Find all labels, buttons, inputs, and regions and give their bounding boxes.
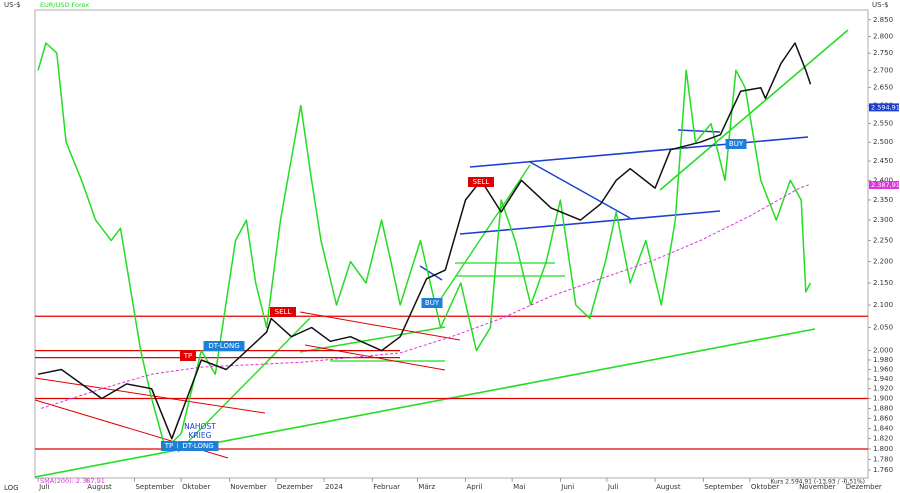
y-tick-label: 2.500 <box>873 138 893 146</box>
legend-entry: SMA(200): 2.387,91 <box>40 477 105 485</box>
event-label: NAHOST <box>184 422 216 431</box>
x-tick-label: Februar <box>373 483 400 491</box>
x-tick-label: März <box>418 483 435 491</box>
y-tick-label: 2.050 <box>873 324 893 332</box>
annotation-box <box>725 139 747 149</box>
annotation-label: TP <box>183 352 193 360</box>
y-tick-label: 1.960 <box>873 365 893 373</box>
y-tick-label: 1.900 <box>873 395 893 403</box>
status-text: Kurs 2.594,91 (-13,93 / -0,51%) <box>770 479 865 486</box>
annotation-label: SELL <box>275 308 292 316</box>
trend-line <box>419 265 443 281</box>
x-tick-label: September <box>704 483 743 491</box>
y-tick-label: 2.650 <box>873 84 893 92</box>
x-tick-label: Oktober <box>751 483 779 491</box>
annotation-label: BUY <box>425 299 440 307</box>
trend-line <box>299 326 446 353</box>
x-tick-label: September <box>135 483 174 491</box>
y-tick-label: 2.450 <box>873 157 893 165</box>
y-tick-label: 2.150 <box>873 279 893 287</box>
x-tick-label: Mai <box>513 483 525 491</box>
x-tick-label: Oktober <box>182 483 210 491</box>
y-tick-label: 2.000 <box>873 347 893 355</box>
y-tick-label: 1.820 <box>873 435 893 443</box>
y-tick-label: 1.760 <box>873 466 893 474</box>
x-tick-label: 2024 <box>325 483 343 491</box>
y-tick-label: 1.980 <box>873 356 893 364</box>
x-tick-label: April <box>466 483 482 491</box>
y-tick-label: 2.700 <box>873 66 893 74</box>
value-marker-label: 2.387,91 <box>871 181 900 189</box>
x-tick-label: August <box>656 483 681 491</box>
annotation-label: DT-LONG <box>182 442 213 450</box>
x-tick-label: November <box>799 483 836 491</box>
y-tick-label: 2.200 <box>873 258 893 266</box>
annotation-box <box>421 298 443 308</box>
annotation-box <box>180 351 196 361</box>
y-tick-label: 1.840 <box>873 424 893 432</box>
value-marker <box>869 103 899 112</box>
x-tick-label: Juni <box>560 483 574 491</box>
annotation-box <box>270 307 296 317</box>
y-tick-label: 2.250 <box>873 237 893 245</box>
x-tick-label: November <box>230 483 267 491</box>
plot-area <box>34 9 869 479</box>
trend-line <box>177 317 311 453</box>
trend-line <box>659 29 849 191</box>
x-tick-label: August <box>87 483 112 491</box>
y-tick-label: 2.850 <box>873 16 893 24</box>
annotation-box <box>177 441 219 451</box>
series-line <box>37 42 812 450</box>
y-tick-label: 1.860 <box>873 414 893 422</box>
trend-line <box>34 377 266 414</box>
y-tick-label: 2.800 <box>873 32 893 40</box>
annotation-box <box>203 341 245 351</box>
event-label: KRIEG <box>189 431 212 440</box>
annotation-box <box>468 177 494 187</box>
x-tick-label: Dezember <box>277 483 313 491</box>
annotation-label: SELL <box>473 178 490 186</box>
annotation-box <box>161 441 177 451</box>
value-marker <box>869 181 899 190</box>
annotation-label: TP <box>164 442 174 450</box>
y-tick-label: 1.940 <box>873 375 893 383</box>
trend-line <box>469 136 809 168</box>
y-tick-label: 2.400 <box>873 176 893 184</box>
scale-note: LOG <box>4 484 19 492</box>
series-line <box>37 42 812 440</box>
legend-entry: EUR/USD Forex <box>40 1 89 9</box>
trend-line <box>34 328 816 478</box>
x-tick-label: Juli <box>38 483 49 491</box>
trend-line <box>459 210 721 235</box>
y-tick-label: 1.920 <box>873 385 893 393</box>
x-tick-label: Juli <box>607 483 618 491</box>
trend-line <box>529 161 631 219</box>
y-tick-label: 1.780 <box>873 455 893 463</box>
y-tick-label: 2.100 <box>873 301 893 309</box>
y-tick-label: 2.350 <box>873 196 893 204</box>
unit-label: US-$ <box>4 1 21 9</box>
annotation-label: DT-LONG <box>208 342 239 350</box>
y-tick-label: 2.300 <box>873 216 893 224</box>
y-tick-label: 2.550 <box>873 120 893 128</box>
annotation-label: BUY <box>729 140 744 148</box>
y-tick-label: 1.800 <box>873 445 893 453</box>
value-marker-label: 2.594,91 <box>871 103 900 111</box>
x-tick-label: Dezember <box>846 483 882 491</box>
y-tick-label: 1.880 <box>873 404 893 412</box>
y-tick-label: 2.750 <box>873 49 893 57</box>
unit-label: US-$ <box>872 1 889 9</box>
